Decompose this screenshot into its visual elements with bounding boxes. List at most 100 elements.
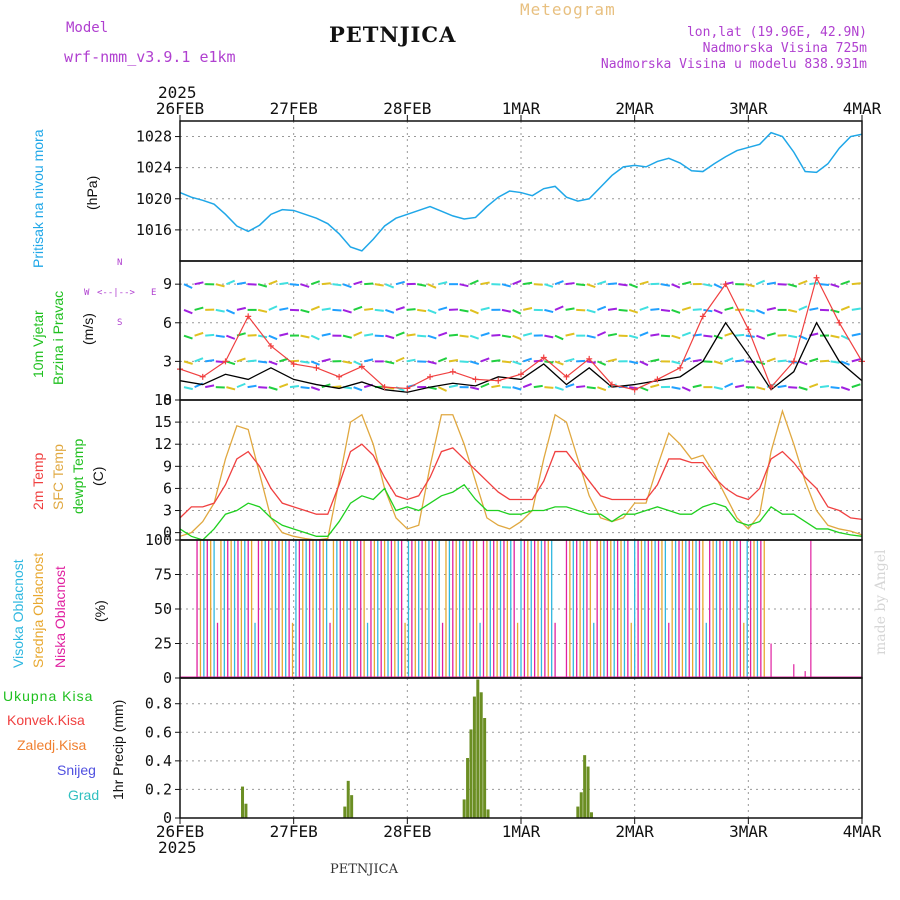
wind-arrow [205, 333, 215, 337]
wind-arrow [523, 281, 533, 286]
wind-arrow [554, 280, 564, 286]
wind-arrow [279, 357, 289, 363]
wind-gust-marker [563, 373, 570, 380]
wind-arrow [596, 331, 607, 337]
legend-snow: Snijeg [57, 762, 96, 778]
precip-tick-label: 0.4 [145, 752, 172, 770]
wind-arrow [544, 308, 554, 314]
x-tick-label-bottom: 3MAR [729, 822, 768, 841]
wind-gust-marker [699, 313, 706, 320]
wind-arrow [512, 334, 522, 340]
wind-arrow [840, 360, 850, 366]
wind-arrow [310, 334, 320, 341]
wind-gust-marker [358, 363, 365, 370]
wind-arrow [597, 305, 607, 311]
wind-tick-label: 6 [163, 314, 172, 332]
wind-arrow [512, 360, 522, 366]
wind-arrow [438, 281, 448, 286]
wind-arrow [501, 308, 512, 313]
wind-arrow [724, 382, 734, 389]
wind-arrow [522, 307, 533, 311]
wind-arrow [364, 307, 374, 311]
wind-arrow [756, 279, 766, 286]
wind-arrow [735, 359, 745, 363]
wind-gust-marker [449, 368, 456, 375]
pressure-tick-label: 1020 [136, 190, 172, 208]
wind-arrow [215, 360, 225, 364]
wind-arrow [544, 334, 554, 339]
wind-tick-label: 3 [163, 352, 172, 370]
wind-arrow [671, 308, 681, 314]
wind-arrow [385, 360, 395, 365]
temp-tick-label: 18 [154, 391, 172, 409]
wind-arrow [406, 358, 416, 363]
wind-arrow [787, 308, 798, 313]
wind-arrow [247, 384, 257, 389]
wind-arrow [226, 334, 236, 340]
wind-arrow [417, 334, 427, 338]
wind-arrow [586, 308, 596, 314]
wind-arrow [353, 386, 363, 392]
wind-arrow [268, 386, 278, 391]
wind-gust-marker [813, 274, 820, 281]
wind-arrow [300, 283, 310, 288]
precip-bar [486, 809, 490, 818]
wind-arrow [459, 334, 469, 338]
wind-arrow [289, 359, 300, 363]
year-bottom: 2025 [158, 838, 197, 857]
station-title: PETNJICA [329, 22, 457, 47]
x-tick-label-top: 26FEB [156, 99, 204, 118]
wind-arrow [310, 280, 321, 286]
wind-arrow [830, 334, 840, 339]
wind-arrow [279, 332, 289, 337]
wind-arrow [639, 331, 649, 337]
wind-arrow [342, 334, 352, 339]
wind-arrow [533, 283, 543, 286]
panel-frame [179, 677, 863, 819]
wind-arrow [628, 334, 639, 339]
wind-arrow [565, 307, 575, 311]
wind-arrow [597, 386, 607, 392]
wind-arrow [491, 359, 501, 363]
wind-arrow [183, 283, 193, 289]
wind-arrow [745, 283, 755, 288]
wind-arrow [226, 386, 236, 391]
wind-arrow [565, 332, 575, 337]
wind-arrow [480, 382, 490, 389]
wind-gust-marker [199, 373, 206, 380]
wind-arrow [554, 360, 564, 366]
temp-dewpt-line [179, 483, 863, 541]
precip-bar [576, 806, 580, 818]
wind-arrow [851, 358, 861, 363]
wind-arrow [703, 283, 713, 288]
wind-arrow [522, 332, 533, 337]
wind-arrow [395, 331, 405, 337]
wind-arrow [660, 334, 671, 338]
wind-arrow [628, 360, 639, 365]
wind-arrow [576, 283, 586, 287]
model-altitude-text: Nadmorska Visina u modelu 838.931m [600, 57, 867, 72]
wind-arrow [385, 308, 395, 314]
precip-bar [346, 780, 350, 818]
precip-tick-label: 0.2 [145, 780, 172, 798]
wind-gust-marker [768, 384, 775, 391]
wind-arrow [289, 283, 300, 286]
wind-arrow [533, 384, 543, 389]
wind-arrow [809, 307, 819, 311]
wind-gust-marker [381, 384, 388, 391]
wind-arrow [438, 331, 448, 337]
wind-arrow [512, 279, 522, 286]
temp-tick-label: 15 [154, 413, 172, 431]
compass-arrows: <--|--> [97, 288, 135, 298]
wind-arrow [459, 360, 469, 364]
wind-gust-marker [222, 358, 229, 365]
wind-arrow [183, 360, 193, 365]
wind-arrow [618, 308, 628, 312]
precip-bar [466, 758, 470, 818]
wind-arrow [342, 360, 353, 365]
wind-arrow [364, 282, 374, 286]
x-tick-label-top: 2MAR [615, 99, 654, 118]
pressure-line [179, 131, 863, 252]
wind-gust-marker [518, 371, 524, 378]
wind-arrow [660, 308, 671, 312]
